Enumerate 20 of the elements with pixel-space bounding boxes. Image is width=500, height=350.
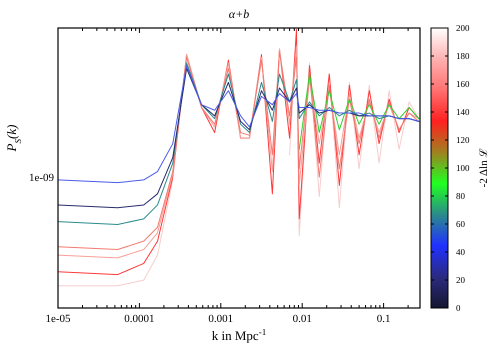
color-bar-label: 120 [456,135,470,145]
color-bar-label: 60 [456,219,466,229]
x-axis-title: k in Mpc$^{-1}$ [212,327,266,343]
color-bar-title: -2 Δln ℒ [478,148,490,188]
color-bar-label: 160 [456,79,470,89]
chart-title: α+b [228,7,250,21]
x-tick-label: 0.1 [376,313,390,325]
x-tick-label: 0.0001 [124,313,155,325]
x-tick-label: 0.01 [292,313,312,325]
color-bar-label: 40 [456,247,466,257]
color-bar-label: 140 [456,107,470,117]
text: 1e-09 [28,172,54,184]
color-bar-label: 100 [456,163,470,173]
color-bar-label: 180 [456,51,470,61]
color-bar-label: 200 [456,23,470,33]
color-bar-label: 0 [456,303,461,313]
color-bar-label: 80 [456,191,466,201]
color-bar-label: 20 [456,275,466,285]
x-tick-label: 0.001 [208,313,234,325]
x-tick-label: 1e-05 [45,313,72,325]
